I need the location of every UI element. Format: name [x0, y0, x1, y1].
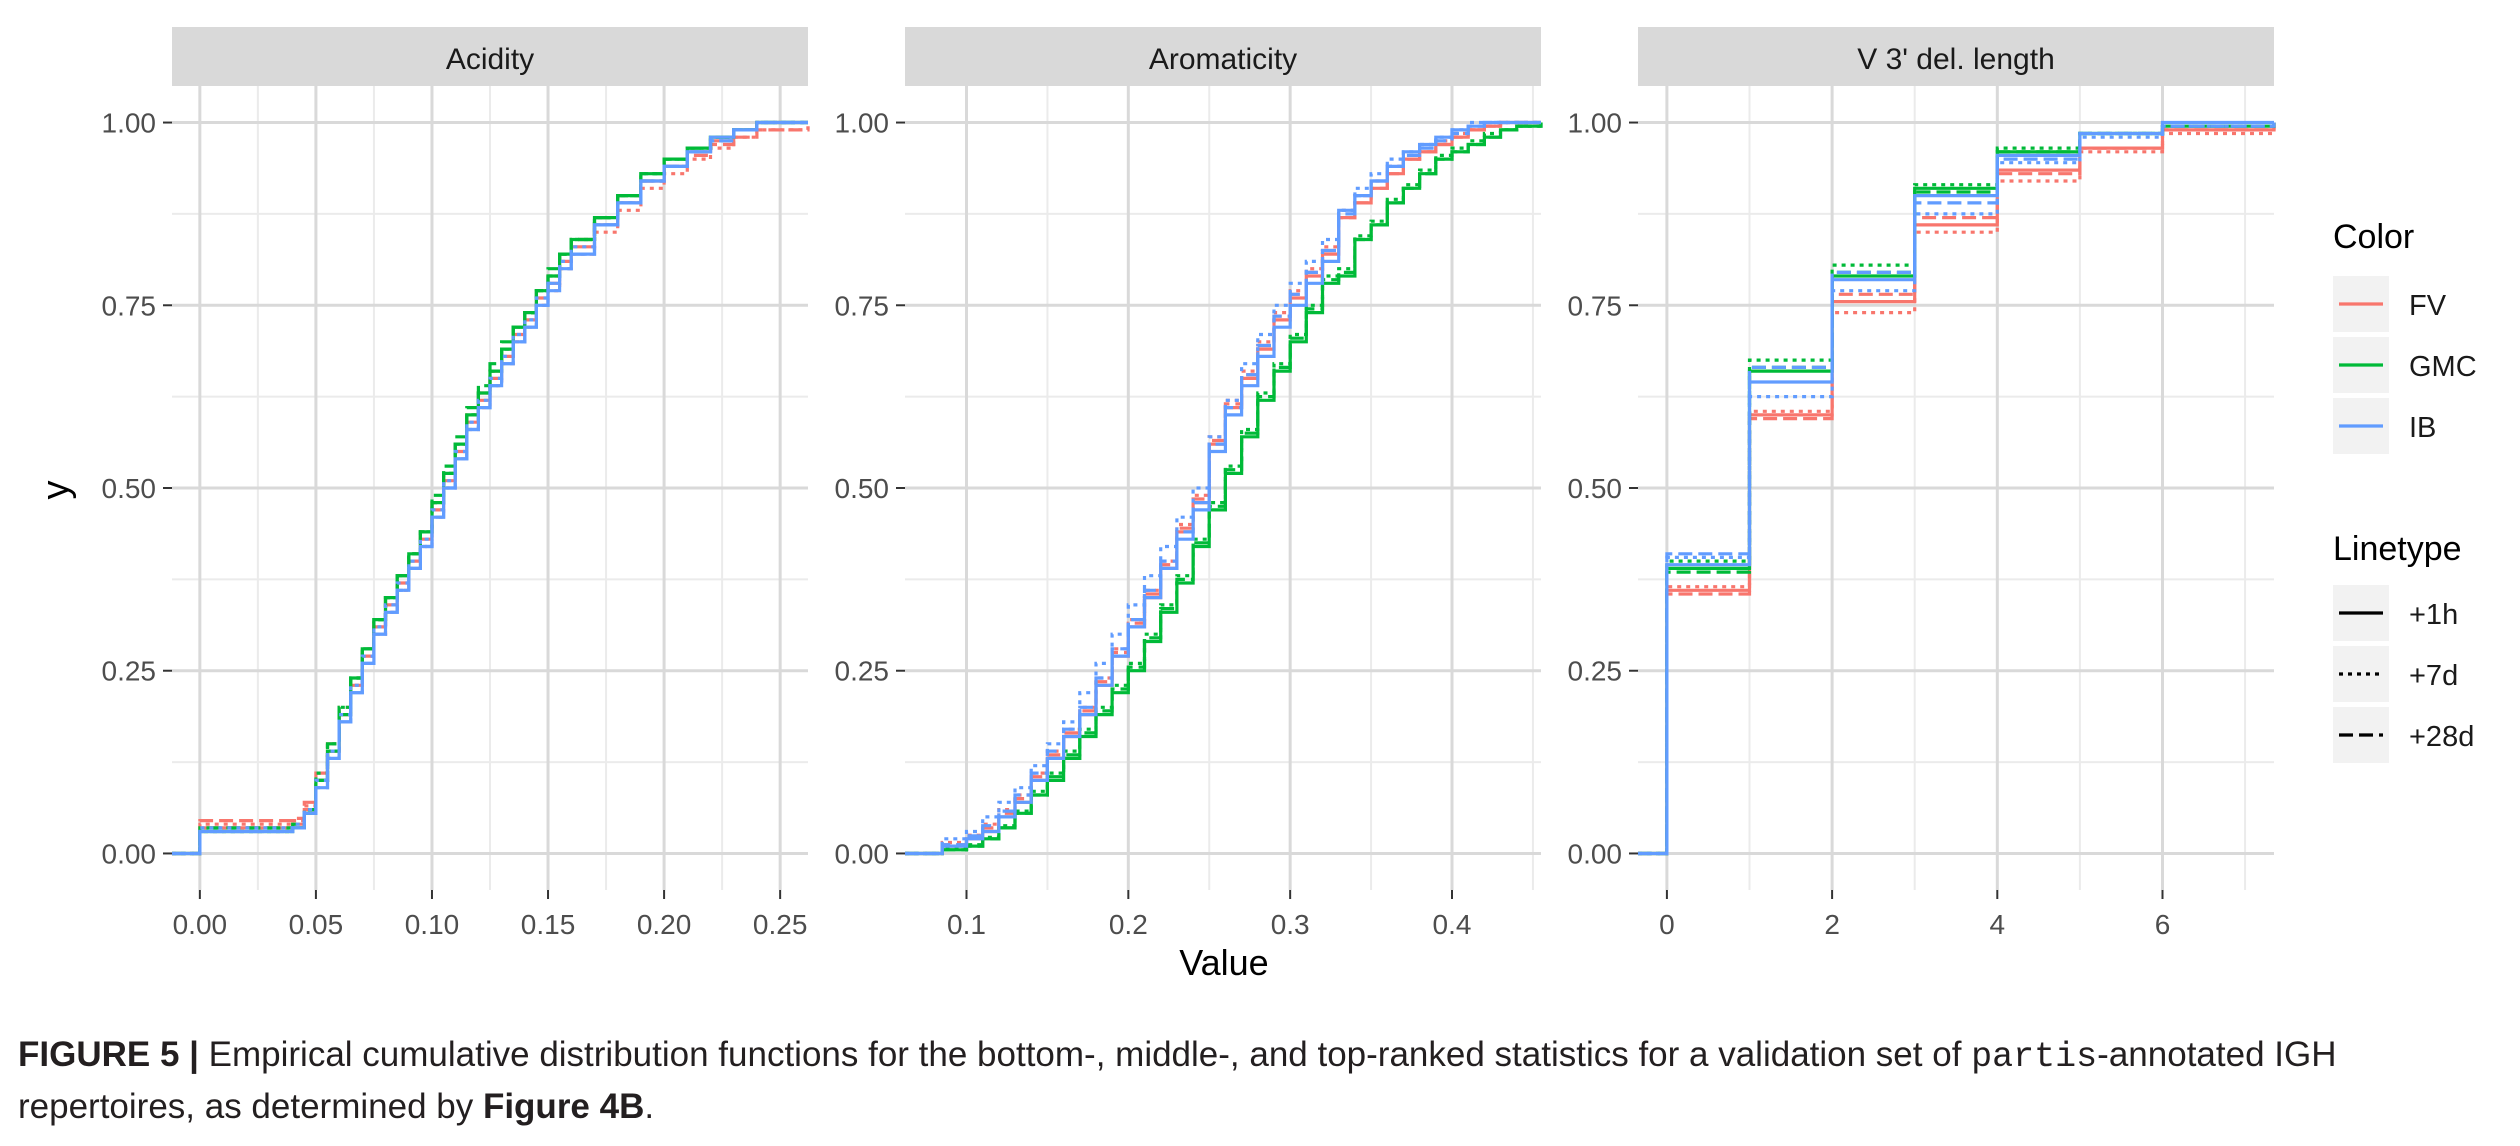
legend-color-items: FV GMC IB	[2333, 276, 2477, 454]
x-tick-label: 0.15	[521, 909, 576, 940]
facet-panel-0: Acidity 0.00 0.05 0.10 0.15 0.20 0.25 0.00 0.25 0…	[102, 27, 810, 940]
x-tick-label: 0.00	[173, 909, 228, 940]
y-tick-label: 0.00	[1568, 838, 1623, 869]
facet-strip	[172, 27, 808, 86]
caption-figure-ref: Figure 4B	[482, 1087, 645, 1126]
x-tick-label: 0.3	[1271, 909, 1310, 940]
y-tick-label: 0.25	[835, 656, 890, 687]
x-tick-label: 0.25	[753, 909, 808, 940]
major-gridlines	[1638, 86, 2274, 890]
x-tick-label: 0.2	[1109, 909, 1148, 940]
y-tick-label: 0.75	[835, 290, 890, 321]
x-tick-label: 0.4	[1433, 909, 1472, 940]
ecdf-line-ib-28d	[1638, 122, 2276, 856]
x-tick-label: 4	[1990, 909, 2006, 940]
y-tick-label: 0.75	[1568, 290, 1623, 321]
ecdf-line-ib-28d	[905, 120, 1541, 856]
facet-title: Aromaticity	[1149, 43, 1297, 76]
major-gridlines	[172, 86, 808, 890]
facet-strip	[1638, 27, 2274, 86]
caption-text-middle: -annotated IGH repertoires, as determine…	[18, 1035, 2337, 1126]
series-lines	[1638, 120, 2276, 856]
legend-label-28d: +28d	[2409, 721, 2474, 753]
legend: Color FV GMC IB Linetype +1h +7d +28d	[2333, 218, 2477, 763]
x-axis-label: Value	[1179, 942, 1268, 983]
series-lines	[172, 120, 810, 856]
y-tick-label: 0.75	[102, 290, 157, 321]
legend-label-7d: +7d	[2409, 660, 2458, 692]
facet-panel-2: V 3' del. length 0 2 4 6 0.00 0.25 0.50 0.75 1.00	[1568, 27, 2276, 940]
major-gridlines	[905, 86, 1541, 890]
caption-code: partis	[1971, 1037, 2098, 1077]
facet-panel-1: Aromaticity 0.1 0.2 0.3 0.4 0.00 0.25 0.50 0.75 1…	[835, 27, 1543, 940]
legend-label-ib: IB	[2409, 412, 2436, 444]
ecdf-line-gmc-28d	[905, 122, 1543, 856]
y-tick-label: 0.50	[1568, 473, 1623, 504]
x-tick-label: 2	[1824, 909, 1840, 940]
ecdf-line-ib-28d	[172, 120, 808, 856]
y-tick-label: 1.00	[102, 108, 157, 139]
x-tick-label: 0.1	[947, 909, 986, 940]
legend-label-fv: FV	[2409, 290, 2447, 322]
y-tick-label: 0.25	[1568, 656, 1623, 687]
x-tick-label: 0.10	[405, 909, 460, 940]
facet-title: V 3' del. length	[1857, 43, 2055, 76]
y-axis-label: y	[35, 481, 77, 500]
y-tick-label: 1.00	[1568, 108, 1623, 139]
ecdf-line-fv-7d	[172, 122, 810, 856]
ecdf-line-gmc-28d	[172, 120, 808, 856]
legend-linetype-items: +1h +7d +28d	[2333, 585, 2474, 763]
y-tick-label: 0.50	[835, 473, 890, 504]
x-tick-label: 0.05	[289, 909, 344, 940]
facet-strip	[905, 27, 1541, 86]
y-tick-label: 0.00	[102, 838, 157, 869]
legend-linetype-title: Linetype	[2333, 530, 2462, 568]
caption-label: FIGURE 5 |	[18, 1035, 199, 1074]
x-tick-label: 0	[1659, 909, 1675, 940]
y-tick-label: 0.00	[835, 838, 890, 869]
x-tick-label: 0.20	[637, 909, 692, 940]
legend-label-gmc: GMC	[2409, 351, 2477, 383]
legend-color-title: Color	[2333, 218, 2414, 256]
y-tick-label: 0.50	[102, 473, 157, 504]
figure-caption: FIGURE 5 | Empirical cumulative distribu…	[18, 1030, 2498, 1132]
facet-title: Acidity	[446, 43, 534, 76]
caption-text-before: Empirical cumulative distribution functi…	[198, 1035, 1972, 1074]
series-lines	[905, 120, 1543, 856]
x-tick-label: 6	[2155, 909, 2171, 940]
caption-text-after: .	[644, 1087, 655, 1126]
ecdf-line-gmc-7d	[1638, 122, 2276, 856]
y-tick-label: 1.00	[835, 108, 890, 139]
y-tick-label: 0.25	[102, 656, 157, 687]
legend-label-1h: +1h	[2409, 599, 2458, 631]
